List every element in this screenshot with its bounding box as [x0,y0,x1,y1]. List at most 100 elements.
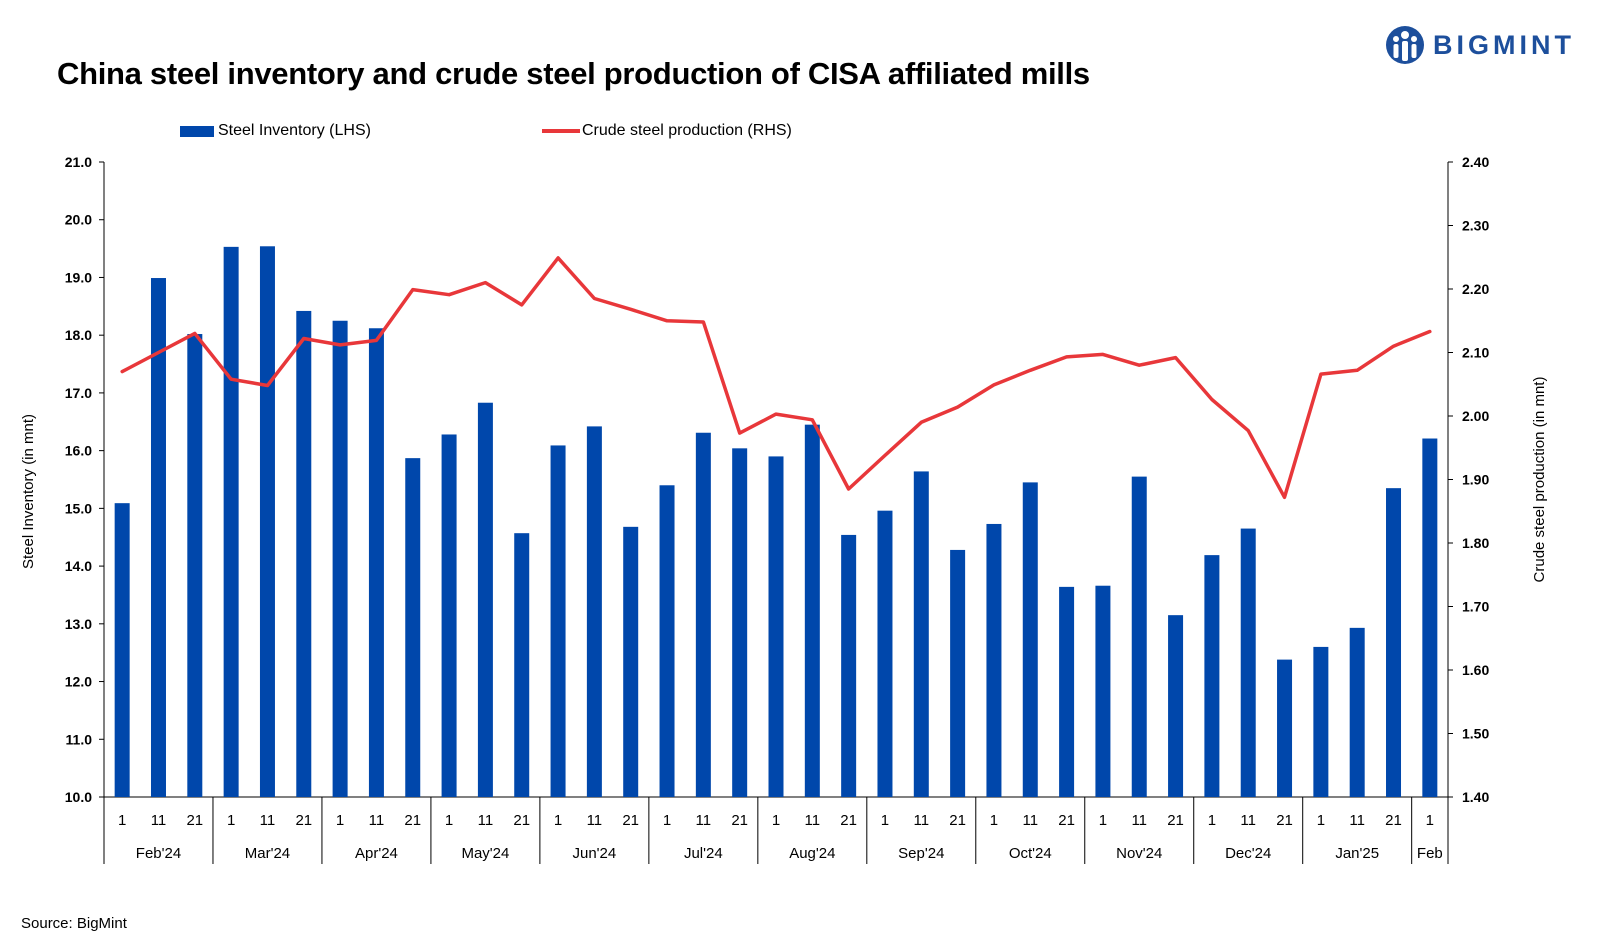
x-tick-label: 11 [260,812,276,829]
left-tick-label: 20.0 [65,212,92,228]
inventory-bar [913,471,929,797]
x-tick-label: 21 [622,812,639,829]
x-tick-label: 1 [554,812,562,829]
x-group-label: Sep'24 [898,845,944,862]
x-group-label: Jul'24 [684,845,723,862]
left-tick-label: 15.0 [65,500,92,516]
left-tick-label: 16.0 [65,443,92,459]
x-tick-label: 1 [445,812,453,829]
inventory-bar [187,334,203,797]
left-tick-label: 11.0 [66,731,93,747]
x-tick-label: 21 [186,812,203,829]
left-axis-label: Steel Inventory (in mnt) [20,414,37,569]
right-tick-label: 2.20 [1462,281,1489,297]
x-tick-label: 21 [1276,812,1293,829]
legend-label-production: Crude steel production (RHS) [582,122,792,139]
x-tick-label: 1 [1317,812,1325,829]
inventory-bar [1240,528,1256,797]
x-tick-label: 21 [949,812,966,829]
x-tick-label: 11 [914,812,930,829]
right-tick-label: 1.40 [1462,789,1489,805]
x-tick-label: 1 [881,812,889,829]
x-tick-label: 1 [1208,812,1216,829]
inventory-bar [1022,482,1038,797]
inventory-bar [1386,488,1402,797]
left-tick-label: 18.0 [65,327,92,343]
inventory-bar [1095,585,1111,797]
x-group-label: Nov'24 [1116,845,1162,862]
x-tick-label: 11 [1022,812,1038,829]
x-group-label: Feb'24 [136,845,181,862]
left-tick-label: 12.0 [65,674,92,690]
x-tick-label: 11 [587,812,603,829]
bigmint-logo-icon [1386,26,1424,64]
inventory-bar [877,510,893,797]
x-tick-label: 21 [1058,812,1075,829]
x-group-label: Feb [1417,845,1443,862]
x-tick-label: 1 [118,812,126,829]
inventory-bar [1131,476,1147,797]
inventory-bar [332,320,348,797]
inventory-bar [550,445,566,797]
x-tick-label: 21 [1167,812,1184,829]
x-tick-label: 1 [990,812,998,829]
left-tick-label: 19.0 [65,269,92,285]
inventory-bar [1204,555,1220,797]
source-note: Source: BigMint [21,915,127,932]
right-tick-label: 1.80 [1462,535,1489,551]
x-tick-label: 21 [513,812,530,829]
brand-name: BIGMINT [1433,29,1575,60]
right-tick-label: 1.90 [1462,472,1489,488]
inventory-bar [514,533,530,797]
inventory-bar [986,523,1002,797]
right-tick-label: 1.60 [1462,662,1489,678]
inventory-bar [768,456,784,797]
x-tick-label: 21 [731,812,748,829]
x-group-label: Mar'24 [245,845,290,862]
x-group-label: Apr'24 [355,845,398,862]
x-tick-label: 11 [1131,812,1147,829]
x-tick-label: 11 [369,812,385,829]
inventory-bar [659,485,675,797]
right-tick-label: 2.00 [1462,408,1489,424]
x-group-label: Aug'24 [789,845,835,862]
x-tick-label: 11 [151,812,167,829]
left-tick-label: 13.0 [65,616,92,632]
x-tick-label: 1 [1426,812,1434,829]
legend-line-swatch [542,129,580,133]
inventory-bar [841,534,857,797]
right-tick-label: 2.40 [1462,154,1489,170]
left-tick-label: 14.0 [65,558,92,574]
x-tick-label: 1 [663,812,671,829]
chart-title: China steel inventory and crude steel pr… [57,56,1090,91]
inventory-bar [732,448,748,797]
x-tick-label: 11 [1349,812,1365,829]
brand-logo: BIGMINT [1385,24,1575,66]
x-group-label: Jan'25 [1335,845,1379,862]
x-tick-label: 21 [295,812,312,829]
inventory-bar [441,434,457,797]
inventory-bar [1313,646,1329,797]
inventory-bar [623,526,639,797]
left-tick-label: 21.0 [65,154,92,170]
right-tick-label: 2.30 [1462,218,1489,234]
legend-item-production: Crude steel production (RHS) [542,122,792,140]
inventory-bar [296,310,312,797]
inventory-bar [950,549,966,797]
x-group-label: Oct'24 [1009,845,1052,862]
inventory-bar [1349,627,1365,797]
x-tick-label: 11 [696,812,712,829]
inventory-bar [1422,438,1438,797]
legend-label-inventory: Steel Inventory (LHS) [218,122,371,139]
legend-item-inventory: Steel Inventory (LHS) [180,122,371,140]
x-tick-label: 1 [772,812,780,829]
inventory-bar [223,246,239,798]
legend-bar-swatch [180,125,214,137]
left-tick-label: 10.0 [65,789,92,805]
x-tick-label: 21 [840,812,857,829]
inventory-bar [695,432,711,797]
x-tick-label: 11 [805,812,821,829]
x-tick-label: 1 [336,812,344,829]
x-tick-label: 11 [1240,812,1256,829]
